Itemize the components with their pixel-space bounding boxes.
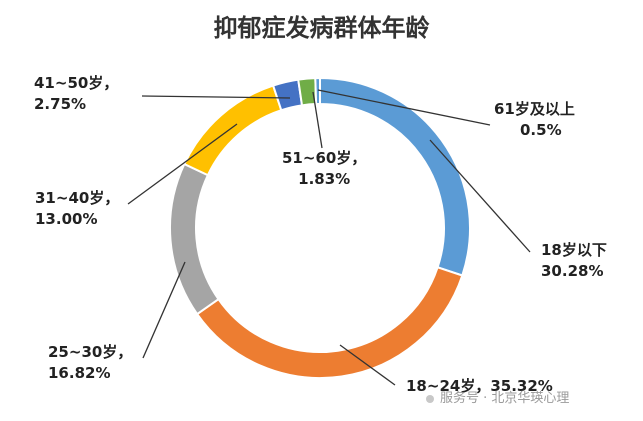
leader-41-50 [141, 95, 291, 99]
label-18-24: 18~24岁，35.32% [406, 377, 553, 395]
slice-61-plus [314, 76, 321, 106]
leader-51-60 [312, 91, 323, 149]
slice-31-40 [182, 84, 283, 177]
leader-under-18 [429, 139, 531, 253]
leader-18-24 [339, 344, 396, 386]
source-caption: 服务号 · 北京华瑛心理 [426, 387, 569, 406]
wechat-icon [426, 394, 434, 403]
label-41-50: 41~50岁， 2.75% [34, 74, 119, 113]
label-31-40: 31~40岁， 13.00% [35, 189, 120, 228]
leader-61-plus [317, 89, 491, 126]
slice-25-30 [169, 162, 220, 316]
slice-51-60 [297, 77, 318, 107]
label-under-18: 18岁以下 30.28% [541, 241, 607, 280]
leader-31-40 [127, 123, 238, 205]
leader-25-30 [142, 261, 186, 359]
label-61-plus: 61岁及以上 0.5% [494, 100, 575, 139]
label-25-30: 25~30岁， 16.82% [48, 343, 133, 382]
slice-18-24 [195, 266, 464, 379]
label-51-60: 51~60岁， 1.83% [282, 149, 367, 188]
chart-title: 抑郁症发病群体年龄 [213, 14, 430, 42]
